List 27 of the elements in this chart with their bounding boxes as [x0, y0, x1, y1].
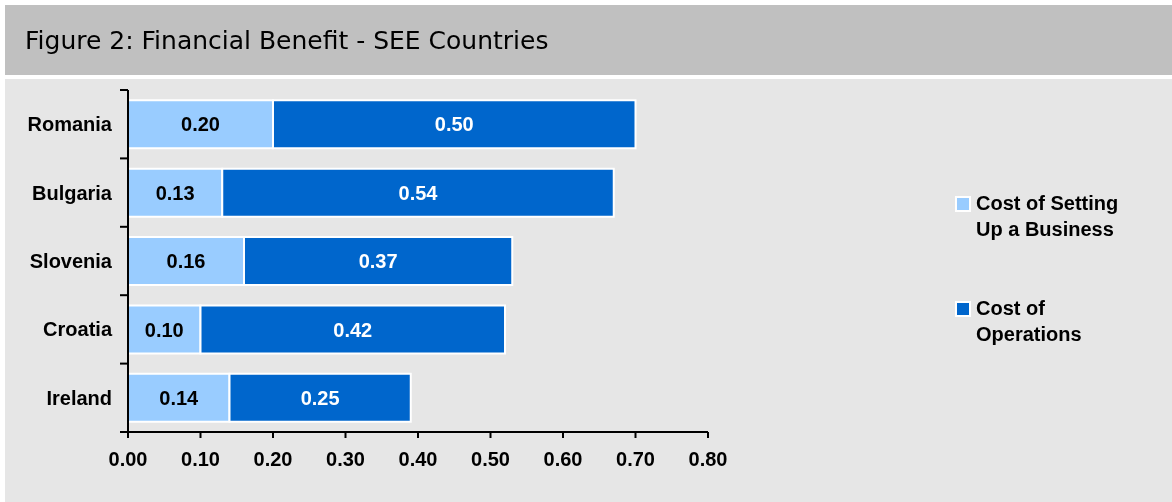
y-tick-label: Croatia	[43, 318, 113, 341]
data-label: 0.54	[398, 181, 439, 204]
y-tick-label: Ireland	[46, 386, 112, 409]
legend-label: Cost of Operations	[976, 296, 1083, 347]
data-label: 0.16	[166, 250, 206, 273]
x-tick-label: 0.80	[688, 448, 728, 471]
data-label: 0.10	[144, 318, 184, 341]
data-label: 0.42	[333, 318, 373, 341]
data-label: 0.20	[181, 113, 220, 136]
x-tick-label: 0.50	[471, 448, 510, 471]
data-label: 0.14	[159, 386, 200, 409]
data-label: 0.37	[358, 250, 398, 273]
y-tick-label: Bulgaria	[31, 181, 113, 204]
x-tick-label: 0.40	[398, 448, 438, 471]
data-label: 0.13	[155, 181, 195, 204]
x-tick-label: 0.20	[253, 448, 293, 471]
data-label: 0.25	[300, 386, 340, 409]
x-tick-label: 0.00	[108, 448, 148, 471]
x-tick-label: 0.10	[181, 448, 220, 471]
y-tick-label: Romania	[27, 113, 113, 136]
y-tick-label: Slovenia	[29, 250, 113, 272]
x-tick-label: 0.30	[326, 448, 365, 471]
x-tick-label: 0.60	[543, 448, 583, 471]
legend-label: Cost of Setting Up a Business	[976, 191, 1120, 242]
chart-title: Figure 2: Financial Benefit - SEE Countries	[25, 25, 549, 55]
x-tick-label: 0.70	[616, 448, 655, 471]
data-label: 0.50	[434, 113, 474, 136]
